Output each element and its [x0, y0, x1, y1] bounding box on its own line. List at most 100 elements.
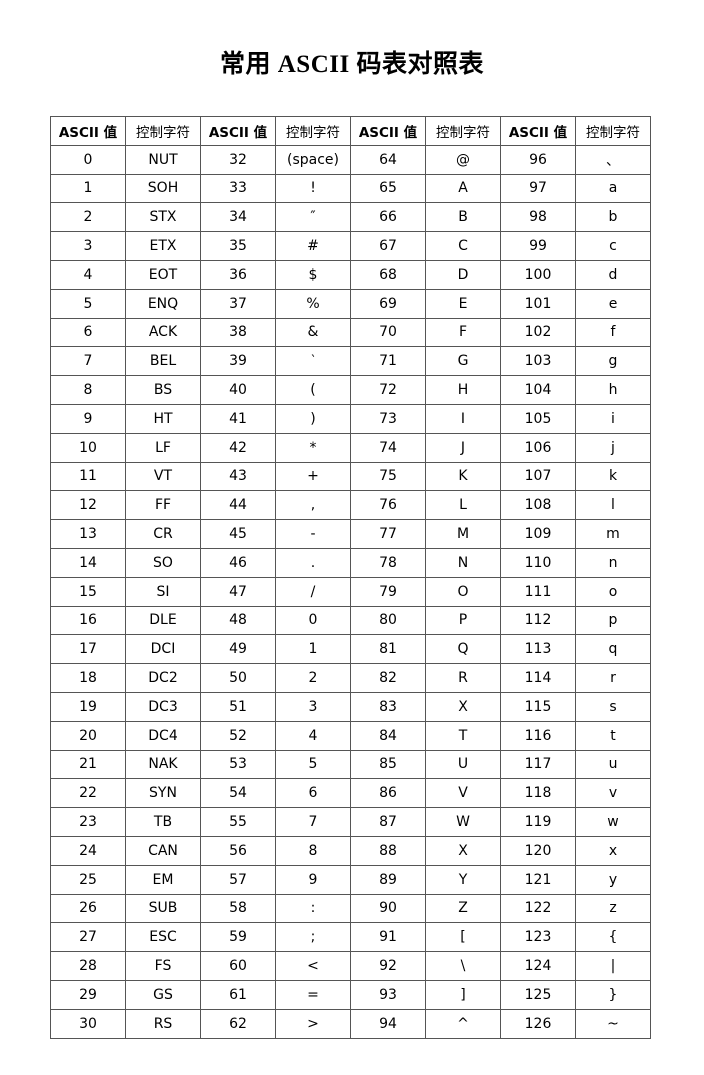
ascii-value-cell: 121	[500, 864, 576, 895]
ascii-value-cell: 40	[200, 375, 276, 405]
character-cell: i	[575, 403, 651, 434]
table-row: 13 CR 45-77 M 109 m	[50, 519, 651, 549]
table-row: 8 BS 40(72 H 104 h	[50, 375, 651, 405]
character-cell: @	[425, 144, 501, 175]
character-cell: RS	[125, 1008, 201, 1039]
table-row: 23 TB 55 7 87 W 119 w	[50, 807, 651, 837]
character-cell: 6	[275, 778, 351, 809]
header-ascii-value: ASCII 值	[200, 116, 276, 146]
character-cell: ]	[425, 979, 501, 1010]
character-cell: 9	[275, 864, 351, 895]
character-cell: q	[575, 634, 651, 665]
ascii-value-cell: 110	[500, 547, 576, 578]
character-cell: ETX	[125, 231, 201, 261]
header-control-char: 控制字符	[125, 116, 201, 146]
ascii-value-cell: 12	[50, 490, 126, 521]
character-cell: &	[275, 317, 351, 348]
ascii-value-cell: 51	[200, 691, 276, 722]
ascii-value-cell: 126	[500, 1008, 576, 1039]
ascii-value-cell: 123	[500, 922, 576, 953]
ascii-value-cell: 20	[50, 720, 126, 751]
table-row: 9 HT 41) 73 I 105 i	[50, 403, 651, 434]
character-cell: e	[575, 288, 651, 319]
character-cell: s	[575, 691, 651, 722]
character-cell: L	[425, 490, 501, 521]
character-cell: ESC	[125, 922, 201, 953]
character-cell: ‵	[275, 346, 351, 377]
character-cell: SYN	[125, 778, 201, 809]
table-row: 15 SI 47/79 O 111 o	[50, 576, 651, 607]
character-cell: ~	[575, 1008, 651, 1039]
character-cell: LF	[125, 432, 201, 463]
ascii-value-cell: 55	[200, 807, 276, 837]
ascii-value-cell: 74	[350, 432, 426, 463]
ascii-value-cell: 35	[200, 231, 276, 261]
ascii-value-cell: 67	[350, 231, 426, 261]
ascii-value-cell: 70	[350, 317, 426, 348]
ascii-value-cell: 116	[500, 720, 576, 751]
character-cell: \	[425, 951, 501, 981]
character-cell: ENQ	[125, 288, 201, 319]
ascii-value-cell: 4	[50, 259, 126, 290]
table-row: 14 SO 46. 78 N 110 n	[50, 547, 651, 578]
character-cell: (	[275, 375, 351, 405]
character-cell: +	[275, 461, 351, 492]
character-cell: z	[575, 893, 651, 924]
ascii-value-cell: 122	[500, 893, 576, 924]
ascii-value-cell: 33	[200, 173, 276, 204]
ascii-value-cell: 104	[500, 375, 576, 405]
character-cell: GS	[125, 979, 201, 1010]
character-cell: B	[425, 202, 501, 233]
character-cell: ″	[275, 202, 351, 233]
character-cell: E	[425, 288, 501, 319]
ascii-value-cell: 57	[200, 864, 276, 895]
ascii-value-cell: 37	[200, 288, 276, 319]
character-cell: A	[425, 173, 501, 204]
ascii-value-cell: 66	[350, 202, 426, 233]
ascii-value-cell: 39	[200, 346, 276, 377]
character-cell: O	[425, 576, 501, 607]
ascii-value-cell: 30	[50, 1008, 126, 1039]
character-cell: b	[575, 202, 651, 233]
ascii-value-cell: 109	[500, 519, 576, 549]
ascii-value-cell: 50	[200, 663, 276, 693]
ascii-value-cell: 44	[200, 490, 276, 521]
ascii-value-cell: 19	[50, 691, 126, 722]
character-cell: 2	[275, 663, 351, 693]
ascii-value-cell: 98	[500, 202, 576, 233]
character-cell: Z	[425, 893, 501, 924]
character-cell: 5	[275, 749, 351, 780]
ascii-value-cell: 118	[500, 778, 576, 809]
character-cell: Q	[425, 634, 501, 665]
table-row: 27 ESC 59; 91[123{	[50, 922, 651, 953]
character-cell: K	[425, 461, 501, 492]
table-row: 12 FF 44, 76 L 108 l	[50, 490, 651, 521]
ascii-value-cell: 75	[350, 461, 426, 492]
character-cell: ACK	[125, 317, 201, 348]
character-cell: 7	[275, 807, 351, 837]
character-cell: I	[425, 403, 501, 434]
character-cell: G	[425, 346, 501, 377]
ascii-value-cell: 13	[50, 519, 126, 549]
character-cell: EM	[125, 864, 201, 895]
ascii-value-cell: 88	[350, 835, 426, 866]
table-row: 22 SYN 54 6 86 V 118 v	[50, 778, 651, 809]
character-cell: *	[275, 432, 351, 463]
character-cell: v	[575, 778, 651, 809]
table-row: 20 DC4 52 4 84 T 116 t	[50, 720, 651, 751]
table-row: 29 GS 61 = 93] 125}	[50, 979, 651, 1010]
ascii-value-cell: 60	[200, 951, 276, 981]
ascii-value-cell: 94	[350, 1008, 426, 1039]
ascii-value-cell: 105	[500, 403, 576, 434]
table-row: 18 DC2 50 2 82 R 114 r	[50, 663, 651, 693]
ascii-value-cell: 125	[500, 979, 576, 1010]
character-cell: R	[425, 663, 501, 693]
character-cell: %	[275, 288, 351, 319]
character-cell: <	[275, 951, 351, 981]
character-cell: M	[425, 519, 501, 549]
ascii-value-cell: 87	[350, 807, 426, 837]
header-control-char: 控制字符	[575, 116, 651, 146]
character-cell: DCI	[125, 634, 201, 665]
ascii-value-cell: 85	[350, 749, 426, 780]
character-cell: !	[275, 173, 351, 204]
